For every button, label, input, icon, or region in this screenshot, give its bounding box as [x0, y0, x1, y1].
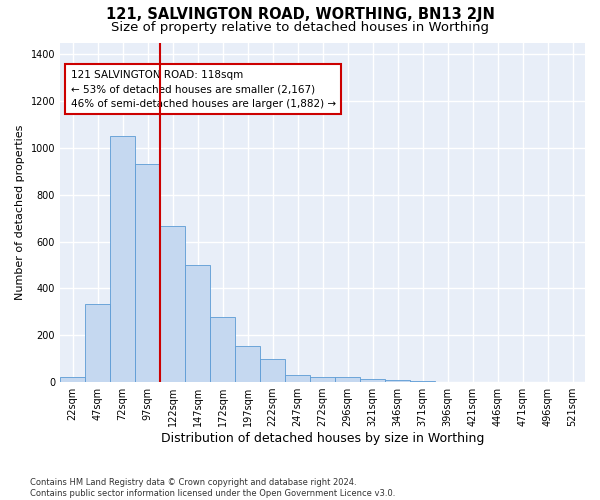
- Bar: [210, 316, 235, 382]
- Bar: [310, 378, 335, 382]
- Bar: [60, 378, 85, 382]
- Bar: [85, 304, 110, 382]
- Bar: [235, 346, 260, 382]
- X-axis label: Distribution of detached houses by size in Worthing: Distribution of detached houses by size …: [161, 432, 484, 445]
- Bar: [135, 164, 160, 382]
- Bar: [260, 358, 285, 382]
- Bar: [160, 226, 185, 382]
- Bar: [185, 265, 210, 382]
- Text: Size of property relative to detached houses in Worthing: Size of property relative to detached ho…: [111, 21, 489, 34]
- Bar: [285, 375, 310, 382]
- Bar: [110, 136, 135, 382]
- Bar: [410, 381, 435, 382]
- Text: 121, SALVINGTON ROAD, WORTHING, BN13 2JN: 121, SALVINGTON ROAD, WORTHING, BN13 2JN: [106, 8, 494, 22]
- Y-axis label: Number of detached properties: Number of detached properties: [15, 124, 25, 300]
- Text: Contains HM Land Registry data © Crown copyright and database right 2024.
Contai: Contains HM Land Registry data © Crown c…: [30, 478, 395, 498]
- Bar: [385, 380, 410, 382]
- Text: 121 SALVINGTON ROAD: 118sqm
← 53% of detached houses are smaller (2,167)
46% of : 121 SALVINGTON ROAD: 118sqm ← 53% of det…: [71, 70, 335, 110]
- Bar: [335, 378, 360, 382]
- Bar: [360, 378, 385, 382]
